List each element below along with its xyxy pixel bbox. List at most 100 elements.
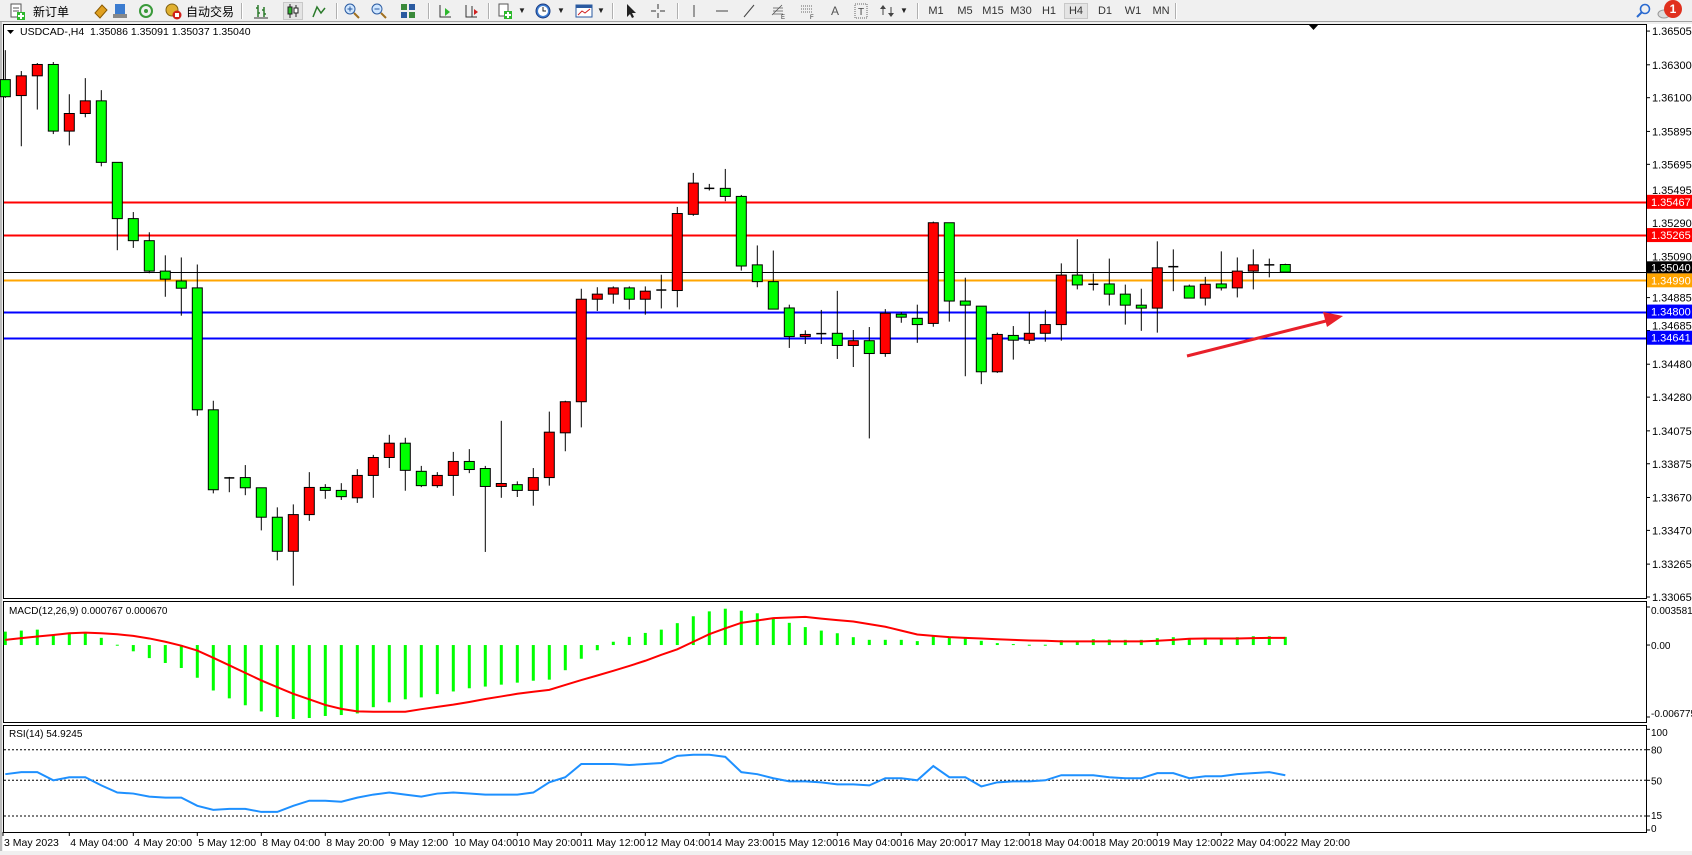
chart-shift-marker-icon[interactable] [1308, 24, 1319, 30]
candle[interactable] [191, 264, 203, 416]
candle[interactable] [1007, 326, 1019, 360]
periods-dropdown-icon[interactable]: ▼ [557, 6, 565, 15]
candle[interactable] [239, 465, 251, 496]
candle[interactable] [287, 504, 299, 586]
candle[interactable] [863, 327, 875, 439]
candle[interactable] [575, 288, 587, 428]
candle[interactable] [799, 330, 811, 344]
periods-icon[interactable] [534, 2, 552, 20]
arrows-dropdown-icon[interactable]: ▼ [900, 6, 908, 15]
candle[interactable] [656, 274, 667, 309]
chart-window[interactable]: 1.36505 1.36300 1.36100 1.35895 1.35695 1.354… [0, 22, 1692, 855]
candle[interactable] [63, 94, 75, 146]
candle[interactable] [927, 221, 939, 327]
annotation-arrow-line[interactable] [1186, 318, 1331, 358]
candle[interactable] [639, 286, 651, 315]
indicators-icon[interactable] [496, 2, 514, 20]
candle[interactable] [623, 286, 635, 310]
candle[interactable] [1039, 309, 1051, 342]
candle[interactable] [207, 400, 219, 494]
candle[interactable] [415, 465, 427, 488]
notification-count-badge[interactable]: 1 [1664, 0, 1682, 18]
candle[interactable] [463, 449, 475, 474]
candle[interactable] [975, 305, 987, 385]
new-order-button[interactable]: 新订单 [33, 4, 70, 19]
candle[interactable] [1247, 249, 1259, 290]
period-m1-button[interactable]: M1 [928, 5, 944, 17]
candle[interactable] [735, 194, 747, 271]
candle[interactable] [591, 287, 603, 311]
candle[interactable] [704, 183, 715, 191]
chart-menu-triangle-icon[interactable] [7, 30, 14, 34]
candle[interactable] [1088, 273, 1099, 291]
search-icon[interactable] [1634, 2, 1652, 20]
signals-icon[interactable] [137, 2, 155, 20]
zoom-out-icon[interactable] [370, 2, 388, 20]
metaeditor-icon[interactable] [92, 2, 110, 20]
candle[interactable] [1231, 257, 1243, 298]
candle[interactable] [687, 172, 699, 216]
horizontal-line-icon[interactable] [713, 2, 731, 20]
candle[interactable] [559, 400, 571, 452]
templates-dropdown-icon[interactable]: ▼ [597, 6, 605, 15]
candle[interactable] [143, 232, 155, 274]
candle[interactable] [751, 245, 763, 288]
chart-shift-icon[interactable] [462, 2, 480, 20]
candle[interactable] [255, 487, 267, 531]
candle[interactable] [959, 277, 971, 377]
templates-icon[interactable] [574, 2, 594, 20]
candle[interactable] [303, 472, 315, 521]
candle[interactable] [0, 50, 11, 98]
candle[interactable] [607, 286, 619, 304]
candle[interactable] [1264, 258, 1275, 278]
candle[interactable] [1279, 263, 1291, 273]
arrows-icon[interactable] [878, 2, 896, 20]
line-chart-icon[interactable] [310, 2, 328, 20]
candle[interactable] [367, 454, 379, 498]
candle[interactable] [671, 206, 683, 308]
auto-trading-button[interactable]: 自动交易 [186, 4, 235, 19]
candle[interactable] [1168, 249, 1179, 292]
candle[interactable] [447, 451, 459, 496]
candle[interactable] [431, 472, 443, 488]
candle[interactable] [1055, 263, 1067, 341]
candle[interactable] [175, 257, 187, 316]
candle[interactable] [95, 90, 107, 167]
bar-chart-icon[interactable] [252, 2, 270, 20]
candle[interactable] [127, 212, 139, 248]
text-icon[interactable]: A [830, 4, 839, 18]
candle[interactable] [511, 481, 523, 497]
candle[interactable] [991, 332, 1003, 373]
candle[interactable] [943, 222, 955, 322]
candle[interactable] [1215, 251, 1227, 291]
candle[interactable] [719, 168, 731, 202]
period-h1-button[interactable]: H1 [1041, 5, 1057, 17]
candle[interactable] [1119, 284, 1131, 325]
zoom-in-icon[interactable] [343, 2, 361, 20]
candle[interactable] [1071, 239, 1083, 290]
candle[interactable] [847, 330, 859, 368]
candle[interactable] [1135, 288, 1147, 331]
period-m5-button[interactable]: M5 [957, 5, 973, 17]
candle[interactable] [79, 78, 91, 118]
cursor-icon[interactable] [622, 2, 640, 20]
tile-windows-icon[interactable] [399, 2, 417, 20]
vertical-line-icon[interactable] [685, 2, 703, 20]
candle[interactable] [31, 62, 43, 110]
candlesticks-icon[interactable] [283, 2, 303, 20]
auto-scroll-icon[interactable] [436, 2, 454, 20]
candle[interactable] [831, 290, 843, 359]
new-order-icon[interactable] [8, 2, 26, 20]
candle[interactable] [159, 255, 171, 297]
crosshair-icon[interactable] [649, 2, 667, 20]
trendline-icon[interactable] [740, 2, 758, 20]
period-w1-button[interactable]: W1 [1124, 5, 1142, 17]
candle[interactable] [1103, 258, 1115, 306]
period-mn-button[interactable]: MN [1152, 5, 1170, 17]
auto-trading-icon[interactable] [163, 2, 183, 20]
candle[interactable] [527, 468, 539, 506]
candle[interactable] [879, 309, 891, 357]
candle[interactable] [351, 469, 363, 503]
candle[interactable] [895, 312, 907, 323]
candle[interactable] [1199, 276, 1211, 306]
